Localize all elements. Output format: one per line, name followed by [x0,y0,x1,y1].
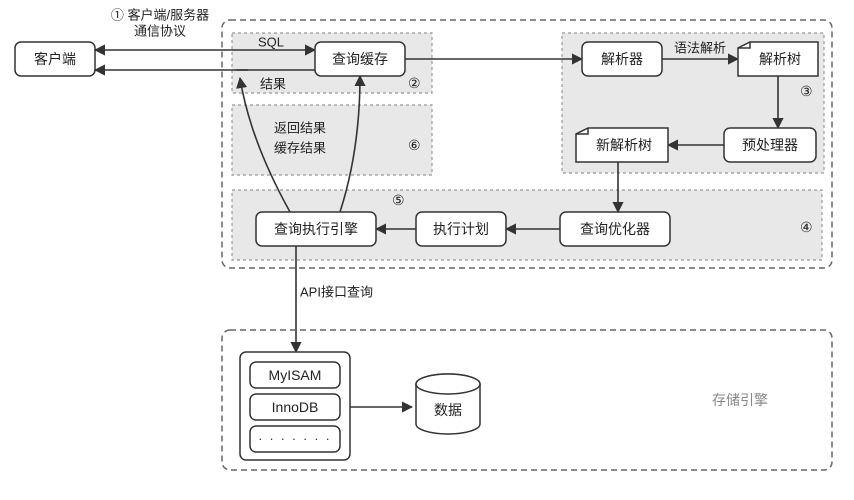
exec-engine-label: 查询执行引擎 [274,221,358,237]
num-3: ③ [800,83,813,99]
optimizer-label: 查询优化器 [580,221,650,237]
api-query-label: API接口查询 [300,285,373,300]
protocol-1: ① 客户端/服务器 [111,8,209,23]
num-6: ⑥ [408,137,421,153]
myisam-label: MyISAM [269,367,322,383]
parse-tree-label: 解析树 [759,51,801,67]
etc-label: . . . . . . . [259,428,332,443]
cache-result-label: 缓存结果 [274,141,326,156]
result-label: 结果 [260,77,286,92]
num-2: ② [408,75,421,91]
new-tree-label: 新解析树 [596,137,652,153]
client-label: 客户端 [34,51,76,67]
num-5: ⑤ [392,192,405,208]
num-4: ④ [800,219,813,235]
innodb-label: InnoDB [272,399,319,415]
protocol-2: 通信协议 [134,24,186,39]
syntax-parse-label: 语法解析 [674,41,726,56]
return-result-label: 返回结果 [274,121,326,136]
preproc-label: 预处理器 [742,137,798,153]
grey-6 [232,105,432,175]
data-db: 数据 [416,374,480,434]
storage-engine-label: 存储引擎 [712,392,768,408]
data-label: 数据 [434,402,462,418]
parser-label: 解析器 [601,51,643,67]
exec-plan-label: 执行计划 [433,221,489,237]
query-cache-label: 查询缓存 [332,51,388,67]
sql-label: SQL [258,35,284,50]
